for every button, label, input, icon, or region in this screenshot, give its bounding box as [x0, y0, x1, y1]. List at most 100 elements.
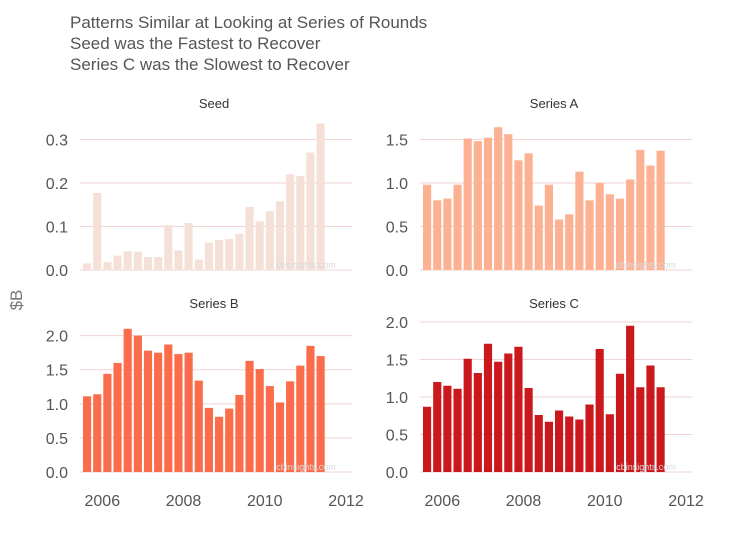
bar	[143, 350, 153, 472]
bar	[544, 421, 553, 472]
y-tick-label: 0.0	[386, 263, 408, 280]
bar	[194, 259, 203, 270]
x-tick-label: 2010	[247, 493, 283, 510]
watermark: cbinsights.com	[276, 462, 336, 472]
y-tick-label: 0.0	[46, 263, 68, 280]
panel-series-b: 0.0 0.5 1.0 1.5 2.0 Series B cbinsights.com 200…	[46, 296, 364, 510]
bar	[534, 415, 543, 472]
panel-title: Series A	[530, 96, 579, 111]
bar	[164, 225, 173, 270]
x-tick-label: 2008	[506, 493, 542, 510]
bar	[473, 141, 482, 270]
bar	[555, 410, 564, 472]
bar	[316, 123, 325, 271]
bar	[423, 406, 432, 472]
bar	[463, 138, 472, 270]
bar	[615, 198, 625, 270]
bar	[595, 182, 604, 270]
bar	[443, 198, 452, 270]
bar	[646, 365, 655, 472]
bar	[184, 352, 193, 472]
bar	[215, 239, 224, 270]
title-line-3: Series C was the Slowest to Recover	[70, 55, 350, 74]
bar	[555, 219, 564, 270]
bar	[514, 346, 523, 472]
bar	[585, 200, 594, 270]
y-tick-label: 0.0	[386, 465, 408, 482]
bar	[433, 200, 442, 270]
bar	[306, 152, 315, 270]
bar	[225, 408, 234, 472]
bar	[626, 325, 635, 472]
bar	[433, 382, 442, 472]
bar	[524, 153, 533, 270]
bar	[133, 335, 142, 472]
bar	[453, 184, 462, 270]
bar	[646, 165, 655, 270]
bar	[133, 251, 142, 270]
y-tick-label: 2.0	[46, 329, 68, 346]
bar	[275, 201, 285, 270]
bar	[504, 134, 513, 270]
bar	[103, 373, 112, 472]
bar	[275, 402, 285, 472]
bar	[605, 194, 614, 270]
bar	[306, 345, 315, 472]
y-tick-label: 1.5	[46, 363, 68, 380]
bar	[296, 175, 305, 270]
bar	[123, 328, 132, 472]
bar	[296, 365, 305, 472]
bar	[286, 381, 295, 472]
y-tick-label: 0.2	[46, 176, 68, 193]
x-tick-label: 2006	[85, 493, 121, 510]
y-tick-label: 1.0	[386, 390, 408, 407]
panel-title: Series C	[529, 296, 579, 311]
bar	[636, 387, 645, 472]
bar	[494, 361, 503, 472]
bar	[143, 256, 153, 270]
bar	[595, 349, 604, 472]
bar	[235, 233, 244, 270]
panel-title: Series B	[189, 296, 238, 311]
y-tick-label: 1.5	[386, 132, 408, 149]
bar	[626, 179, 635, 270]
y-tick-label: 1.5	[386, 353, 408, 370]
bar	[494, 127, 503, 270]
bar	[656, 387, 665, 472]
bar	[93, 192, 102, 270]
bar	[164, 344, 173, 472]
bar	[245, 206, 254, 270]
watermark: cbinsights.com	[616, 260, 676, 270]
y-tick-label: 2.0	[386, 315, 408, 332]
y-axis-label: $B	[7, 290, 26, 311]
bar	[265, 386, 274, 472]
x-tick-label: 2012	[668, 493, 704, 510]
y-tick-label: 0.5	[386, 428, 408, 445]
x-tick-label: 2012	[328, 493, 364, 510]
bar	[83, 396, 92, 472]
y-tick-label: 0.5	[386, 219, 408, 236]
bar	[255, 369, 264, 472]
bar	[585, 404, 594, 472]
y-tick-label: 0.5	[46, 431, 68, 448]
panel-title: Seed	[199, 96, 229, 111]
bar	[636, 149, 645, 270]
bar	[225, 239, 234, 270]
bar	[615, 373, 625, 472]
bar	[656, 150, 665, 270]
title-line-1: Patterns Similar at Looking at Series of…	[70, 13, 428, 32]
watermark: cbinsights.com	[616, 462, 676, 472]
y-tick-label: 1.0	[46, 397, 68, 414]
y-tick-label: 0.1	[46, 219, 68, 236]
bar	[194, 380, 203, 472]
x-tick-label: 2010	[587, 493, 623, 510]
bar	[423, 184, 432, 270]
x-tick-label: 2008	[166, 493, 202, 510]
bar	[483, 343, 493, 472]
bar	[575, 171, 584, 270]
chart-title: Patterns Similar at Looking at Series of…	[70, 12, 427, 75]
bar	[184, 222, 193, 270]
bar	[123, 251, 132, 270]
bar	[204, 242, 213, 270]
